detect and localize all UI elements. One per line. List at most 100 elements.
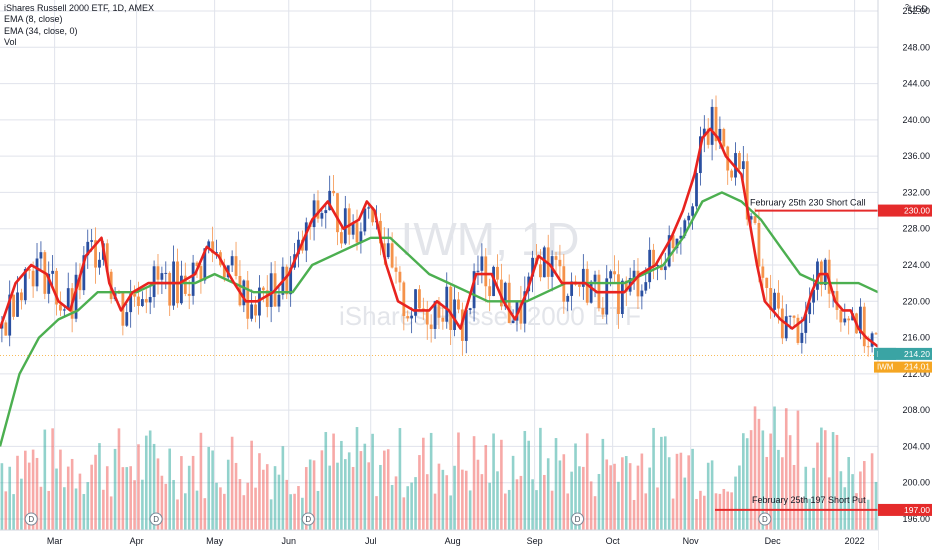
volume-bar — [543, 474, 546, 530]
candle-body — [441, 317, 445, 322]
candle-body — [539, 264, 542, 278]
candle-body — [47, 273, 51, 294]
y-tick-label: 204.00 — [902, 441, 930, 451]
volume-bar — [550, 490, 554, 530]
volume-bar — [769, 433, 772, 530]
candle-body — [839, 309, 843, 323]
candle-body — [488, 286, 492, 297]
volume-bar — [359, 451, 363, 530]
candle-body — [613, 271, 616, 275]
volume-bar — [367, 462, 371, 530]
candle-body — [59, 304, 62, 311]
volume-bar — [823, 430, 827, 530]
volume-bar — [102, 489, 105, 530]
volume-bar — [457, 432, 460, 530]
candle-body — [254, 304, 257, 316]
candle-body — [140, 299, 144, 306]
volume-bar — [706, 462, 710, 530]
candle-body — [749, 216, 753, 220]
volume-bar — [472, 436, 476, 530]
candle-body — [519, 301, 523, 324]
candle-body — [277, 294, 281, 307]
y-tick-label: 232.00 — [902, 187, 930, 197]
currency-label[interactable]: ?USD — [905, 4, 928, 14]
volume-bar — [445, 475, 449, 530]
candle-body — [246, 280, 250, 319]
time-axis: Mar Apr May Jun Jul Aug Sep Oct Nov Dec 2022 — [0, 529, 878, 550]
candle-body — [531, 257, 535, 277]
candle-body — [394, 267, 398, 272]
volume-bar — [316, 490, 320, 530]
volume-bar — [461, 469, 464, 530]
volume-bar — [851, 474, 854, 530]
volume-bar — [94, 454, 97, 530]
volume-bar — [859, 471, 862, 530]
chart-title[interactable]: iShares Russell 2000 ETF, 1D, AMEX — [4, 3, 155, 13]
candle-body — [105, 243, 109, 272]
candle-body — [523, 291, 527, 324]
badge-230-bg — [878, 204, 932, 217]
candle-body — [23, 269, 27, 301]
legend-volume[interactable]: Vol — [4, 36, 17, 47]
volume-bar — [402, 497, 406, 530]
dividend-marker-label: D — [762, 515, 768, 524]
volume-bar — [293, 493, 296, 530]
x-tick-label: Oct — [606, 536, 621, 546]
x-tick-label: Aug — [445, 536, 461, 546]
legend-ema8[interactable]: EMA (8, close) — [4, 14, 63, 25]
candle-body — [20, 292, 23, 301]
volume-bar — [718, 493, 722, 530]
volume-bar — [839, 471, 843, 530]
candle-body — [316, 200, 320, 219]
candle-body — [164, 272, 168, 274]
candle-body — [691, 206, 694, 216]
candle-body — [605, 278, 609, 315]
volume-bar — [648, 467, 651, 530]
candle-body — [250, 304, 254, 319]
ema34-line — [0, 191, 879, 447]
volume-bar — [195, 490, 199, 530]
volume-bar — [527, 440, 530, 530]
candle-body — [722, 128, 726, 147]
candle-body — [753, 216, 757, 223]
volume-bar — [601, 438, 605, 530]
candle-body — [312, 200, 316, 228]
volume-bar — [211, 450, 214, 530]
volume-bar — [0, 463, 4, 530]
x-tick-label: Sep — [527, 536, 543, 546]
volume-bar — [476, 459, 480, 530]
volume-bar — [621, 457, 624, 530]
volume-bar — [371, 433, 374, 530]
candle-body — [230, 256, 234, 266]
volume-bar — [246, 482, 250, 530]
volume-bar — [695, 498, 698, 530]
volume-bar — [156, 458, 160, 530]
candle-body — [355, 222, 359, 243]
volume-bar — [66, 466, 70, 530]
volume-bar — [753, 406, 757, 530]
candle-body — [472, 271, 476, 309]
volume-bar — [679, 452, 683, 530]
dividend-marker — [149, 512, 163, 526]
legend-ema34[interactable]: EMA (34, close, 0) — [4, 25, 78, 36]
volume-bar — [714, 493, 718, 530]
candle-body — [437, 301, 441, 318]
x-tick-label: Dec — [765, 536, 782, 546]
badge-197: 197.00 — [904, 505, 930, 515]
candle-body — [792, 315, 796, 318]
candle-body — [94, 240, 97, 268]
candle-body — [35, 258, 39, 287]
candle-body — [203, 248, 207, 281]
volume-bar — [523, 430, 527, 530]
volume-bar — [585, 433, 589, 530]
volume-bar — [784, 408, 788, 530]
volume-bar — [742, 433, 745, 530]
y-tick-label: 212.00 — [902, 369, 930, 379]
candle-body — [773, 292, 776, 310]
badge-post: 214.20 — [904, 349, 930, 359]
candle-body — [386, 243, 390, 258]
candle-body — [675, 238, 679, 249]
candle-body — [98, 259, 101, 268]
